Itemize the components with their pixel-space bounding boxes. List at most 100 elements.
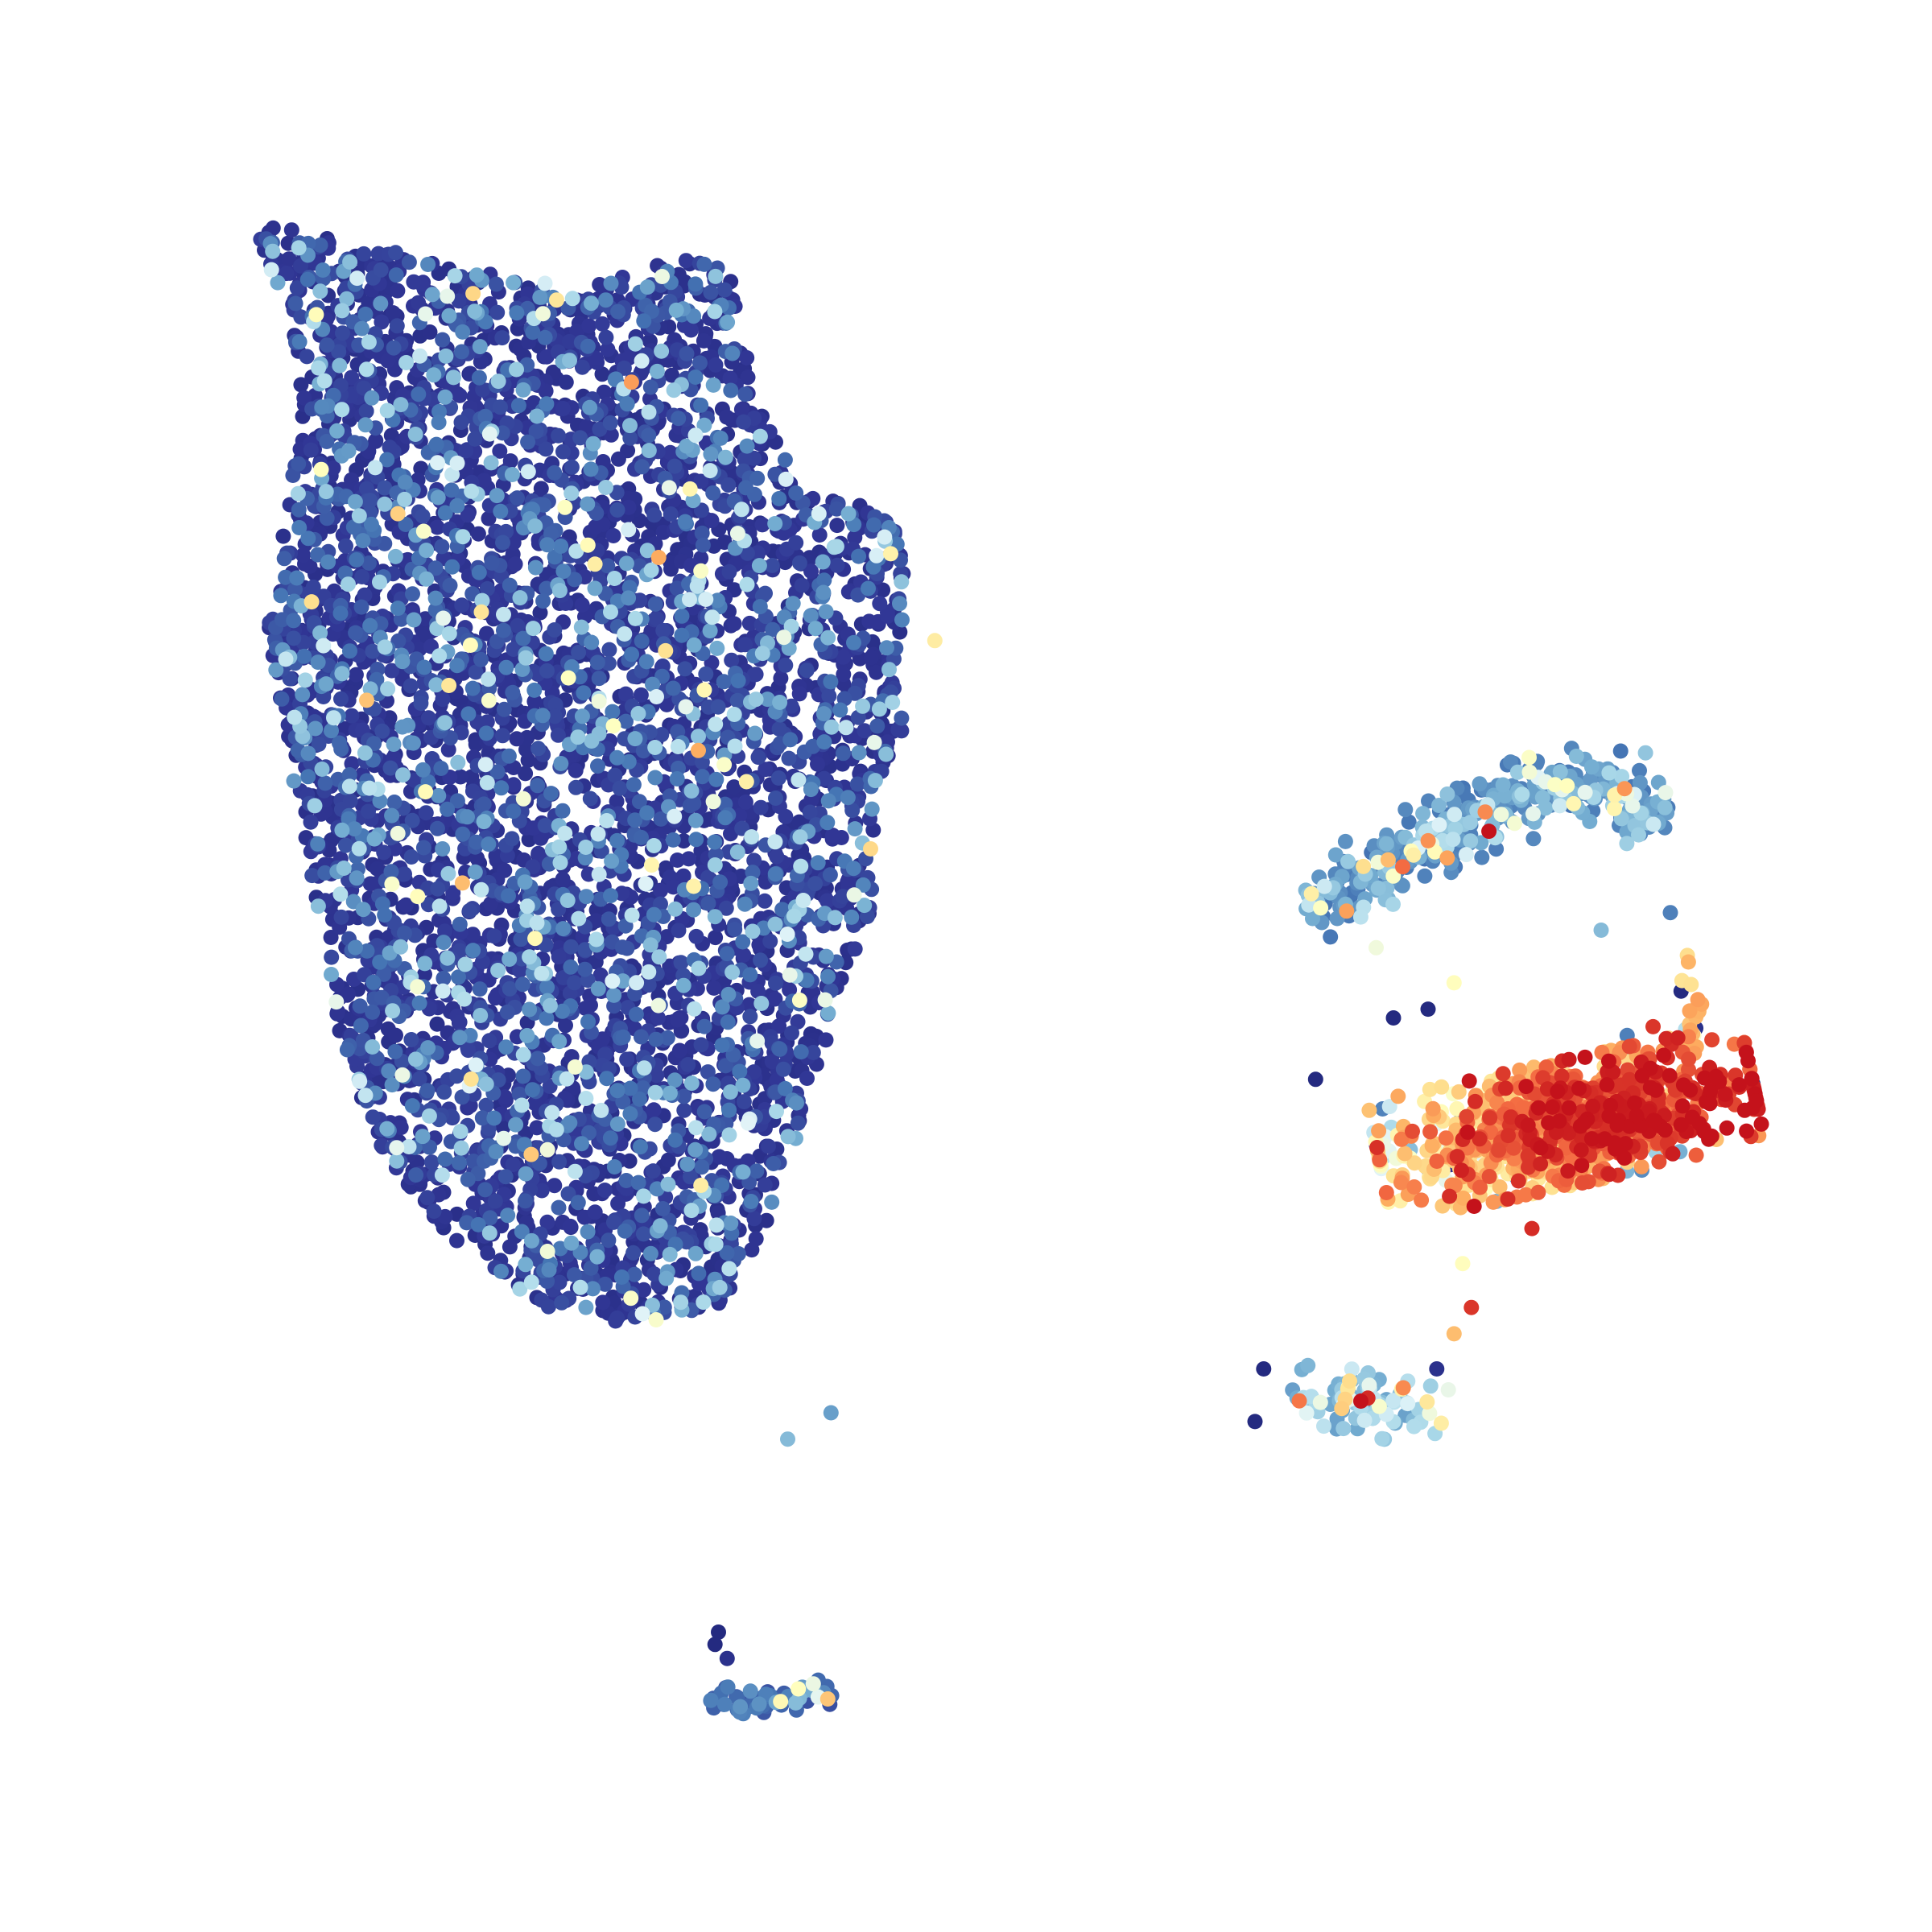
scatter-point [539, 537, 555, 553]
scatter-point [674, 608, 690, 624]
scatter-point [598, 329, 614, 345]
scatter-point [671, 923, 687, 939]
scatter-point [333, 691, 349, 707]
scatter-point [538, 646, 554, 662]
scatter-point [612, 780, 628, 796]
scatter-point [295, 687, 311, 703]
scatter-point [737, 794, 753, 810]
scatter-point [481, 510, 497, 526]
scatter-point [493, 503, 509, 519]
scatter-point [335, 325, 350, 341]
scatter-point [418, 805, 434, 821]
scatter-point [348, 667, 364, 683]
scatter-point [677, 661, 693, 677]
scatter-point [440, 801, 456, 817]
scatter-point [291, 456, 307, 472]
scatter-point [641, 427, 657, 444]
scatter-point [494, 728, 510, 744]
scatter-point [815, 706, 832, 722]
scatter-point [771, 721, 787, 737]
scatter-point [633, 1139, 648, 1155]
scatter-point [444, 482, 460, 498]
scatter-point [845, 861, 861, 877]
scatter-point [635, 1226, 651, 1242]
scatter-point [454, 597, 470, 613]
scatter-point [435, 841, 451, 857]
scatter-point [719, 946, 735, 962]
scatter-point [609, 502, 625, 518]
scatter-point [357, 306, 374, 322]
scatter-point [497, 1169, 514, 1185]
scatter-point [348, 939, 363, 956]
scatter-point [358, 403, 374, 419]
scatter-point [365, 1004, 381, 1020]
scatter-point [563, 939, 579, 955]
scatter-point [581, 318, 597, 334]
scatter-point [794, 577, 810, 593]
scatter-point [554, 1294, 570, 1311]
scatter-point [1525, 831, 1542, 847]
scatter-point [515, 1068, 531, 1084]
scatter-point [454, 344, 469, 360]
scatter-point [829, 557, 845, 573]
scatter-point [589, 654, 605, 671]
scatter-point [354, 320, 369, 336]
scatter-point [368, 433, 383, 449]
scatter-point [634, 1208, 650, 1224]
scatter-point [433, 761, 449, 776]
scatter-point [296, 648, 312, 664]
scatter-point [655, 622, 671, 638]
scatter-point [587, 1204, 603, 1220]
scatter-point [354, 569, 370, 584]
scatter-point [1420, 1001, 1436, 1018]
scatter-point [790, 1115, 806, 1131]
scatter-point [449, 1232, 464, 1249]
scatter-point [738, 480, 753, 496]
scatter-point [711, 1624, 726, 1640]
scatter-point [605, 704, 621, 720]
scatter-point [742, 1683, 758, 1699]
scatter-point [376, 844, 392, 861]
scatter-point [487, 1193, 503, 1209]
scatter-point [717, 810, 733, 826]
scatter-point [879, 640, 894, 656]
scatter-point [784, 1025, 799, 1041]
scatter-point [622, 1080, 638, 1096]
scatter-point [464, 927, 481, 943]
scatter-point [712, 1149, 727, 1165]
scatter-point [502, 1239, 518, 1255]
scatter-point [574, 1136, 589, 1152]
scatter-point [863, 650, 879, 666]
scatter-point [748, 1231, 764, 1247]
scatter-point [499, 1004, 515, 1020]
scatter-point [669, 771, 685, 786]
scatter-point [317, 775, 333, 791]
scatter-point [405, 735, 421, 751]
scatter-point [628, 1006, 644, 1022]
scatter-point [772, 1041, 788, 1057]
scatter-point [762, 933, 778, 949]
scatter-point [530, 741, 547, 757]
scatter-point [670, 1012, 686, 1028]
scatter-point [1429, 1361, 1445, 1377]
scatter-point [530, 1051, 546, 1067]
scatter-point [577, 1001, 593, 1016]
scatter-point [504, 831, 520, 847]
scatter-point [397, 925, 412, 941]
scatter-point [836, 745, 851, 762]
scatter-point [305, 579, 321, 595]
scatter-point [724, 652, 740, 668]
scatter-point [431, 415, 447, 431]
scatter-point [324, 723, 339, 739]
scatter-point [539, 396, 555, 412]
scatter-point [386, 795, 402, 810]
scatter-point [595, 1294, 611, 1311]
scatter-point [506, 535, 522, 551]
scatter-point [522, 1001, 538, 1018]
scatter-point [1612, 743, 1629, 759]
scatter-point [654, 1201, 671, 1216]
scatter-point [384, 807, 400, 824]
scatter-point [514, 976, 530, 993]
scatter-point [767, 991, 783, 1007]
